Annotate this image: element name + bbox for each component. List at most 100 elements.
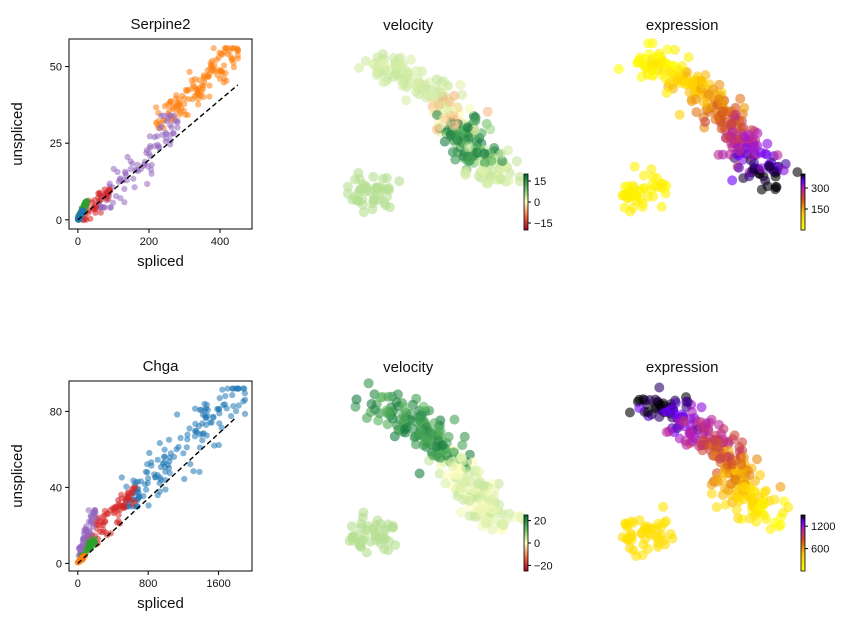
embedding-point bbox=[792, 167, 803, 178]
data-point bbox=[163, 135, 170, 142]
data-point bbox=[206, 93, 213, 100]
embedding-point bbox=[485, 124, 496, 135]
embedding-point bbox=[749, 510, 760, 521]
embedding-point bbox=[375, 392, 386, 403]
embedding-point bbox=[463, 141, 474, 152]
embedding-point bbox=[629, 161, 640, 172]
data-point bbox=[175, 443, 182, 451]
data-point bbox=[184, 431, 191, 438]
embedding-point bbox=[354, 539, 365, 550]
data-point bbox=[154, 133, 161, 140]
embedding-point bbox=[373, 415, 384, 426]
embedding-point bbox=[677, 60, 688, 71]
data-point bbox=[135, 489, 142, 496]
embedding-point bbox=[346, 521, 357, 532]
embedding-point bbox=[669, 44, 680, 55]
embedding-point bbox=[431, 74, 442, 85]
data-point bbox=[97, 517, 104, 524]
embedding-point bbox=[429, 418, 440, 429]
colorbar-tick-label: −15 bbox=[534, 218, 553, 230]
data-point bbox=[83, 198, 90, 205]
embedding-point bbox=[497, 156, 508, 167]
data-point bbox=[240, 398, 247, 405]
data-point bbox=[121, 199, 128, 206]
data-point bbox=[132, 166, 139, 173]
embedding-point bbox=[426, 429, 437, 440]
embedding-point bbox=[685, 428, 696, 439]
embedding-point bbox=[383, 391, 394, 402]
embedding-point bbox=[381, 173, 392, 183]
embedding-point bbox=[642, 543, 653, 554]
embedding-point bbox=[661, 87, 672, 98]
data-point bbox=[140, 162, 147, 169]
embedding-point bbox=[368, 171, 379, 182]
data-point bbox=[109, 199, 117, 206]
fit-line bbox=[77, 84, 239, 221]
embedding-point bbox=[443, 105, 453, 116]
data-point bbox=[230, 59, 237, 66]
embedding-point bbox=[687, 436, 698, 447]
embedding-point bbox=[747, 499, 758, 510]
embedding-point bbox=[657, 69, 668, 80]
embedding-point bbox=[613, 64, 624, 74]
colorbar-tick-label: 20 bbox=[534, 516, 546, 528]
embedding-point bbox=[463, 131, 474, 142]
data-point bbox=[184, 112, 191, 119]
embedding-point bbox=[624, 407, 635, 418]
data-point bbox=[156, 440, 163, 447]
embedding-point bbox=[706, 488, 717, 499]
data-point bbox=[222, 70, 229, 77]
embedding-point bbox=[667, 533, 678, 544]
embedding-point bbox=[399, 401, 410, 412]
y-tick-label: 80 bbox=[50, 406, 62, 418]
embedding-point bbox=[478, 165, 489, 176]
embedding-point bbox=[495, 174, 506, 185]
data-point bbox=[215, 442, 222, 449]
embedding-point bbox=[628, 545, 639, 556]
x-tick-label: 800 bbox=[139, 578, 157, 590]
data-point bbox=[234, 55, 241, 62]
data-point bbox=[143, 486, 150, 493]
embedding-point bbox=[733, 513, 744, 524]
embedding-point bbox=[450, 154, 461, 165]
embedding-point bbox=[716, 123, 727, 134]
data-point bbox=[110, 165, 117, 173]
data-point bbox=[230, 403, 237, 410]
embedding-point bbox=[658, 501, 669, 512]
data-point bbox=[213, 56, 220, 63]
data-point bbox=[229, 385, 236, 392]
panel-title: Chga bbox=[143, 358, 180, 375]
data-point bbox=[127, 166, 134, 173]
embedding-point bbox=[672, 75, 683, 86]
embedding-point bbox=[440, 478, 451, 489]
embedding-point bbox=[389, 431, 400, 442]
embedding-point bbox=[698, 96, 709, 107]
y-tick-label: 0 bbox=[56, 558, 62, 570]
embedding-point bbox=[368, 194, 379, 205]
data-point bbox=[211, 68, 218, 75]
colorbar-tick-label: 1200 bbox=[811, 521, 835, 533]
data-point bbox=[137, 478, 145, 485]
colorbar bbox=[523, 514, 529, 572]
data-point bbox=[104, 510, 111, 517]
embedding-point bbox=[496, 148, 507, 159]
data-point bbox=[130, 175, 137, 182]
embedding-point bbox=[514, 171, 525, 182]
embedding-point bbox=[666, 403, 677, 414]
data-point bbox=[200, 83, 207, 90]
data-point bbox=[210, 45, 217, 52]
embedding-point bbox=[740, 132, 751, 143]
embedding-point bbox=[650, 394, 661, 405]
embedding-point bbox=[643, 38, 654, 49]
embedding-point bbox=[431, 124, 442, 135]
embedding-point bbox=[437, 440, 448, 451]
embedding-point bbox=[434, 468, 445, 479]
embedding-point bbox=[686, 406, 697, 417]
colorbar-tick-label: 15 bbox=[534, 176, 546, 188]
embedding-point bbox=[634, 55, 645, 66]
data-point bbox=[176, 100, 183, 107]
y-axis-label: unspliced bbox=[9, 102, 26, 165]
embedding-point bbox=[486, 155, 497, 166]
data-point bbox=[167, 141, 174, 148]
embedding-point bbox=[762, 138, 773, 149]
